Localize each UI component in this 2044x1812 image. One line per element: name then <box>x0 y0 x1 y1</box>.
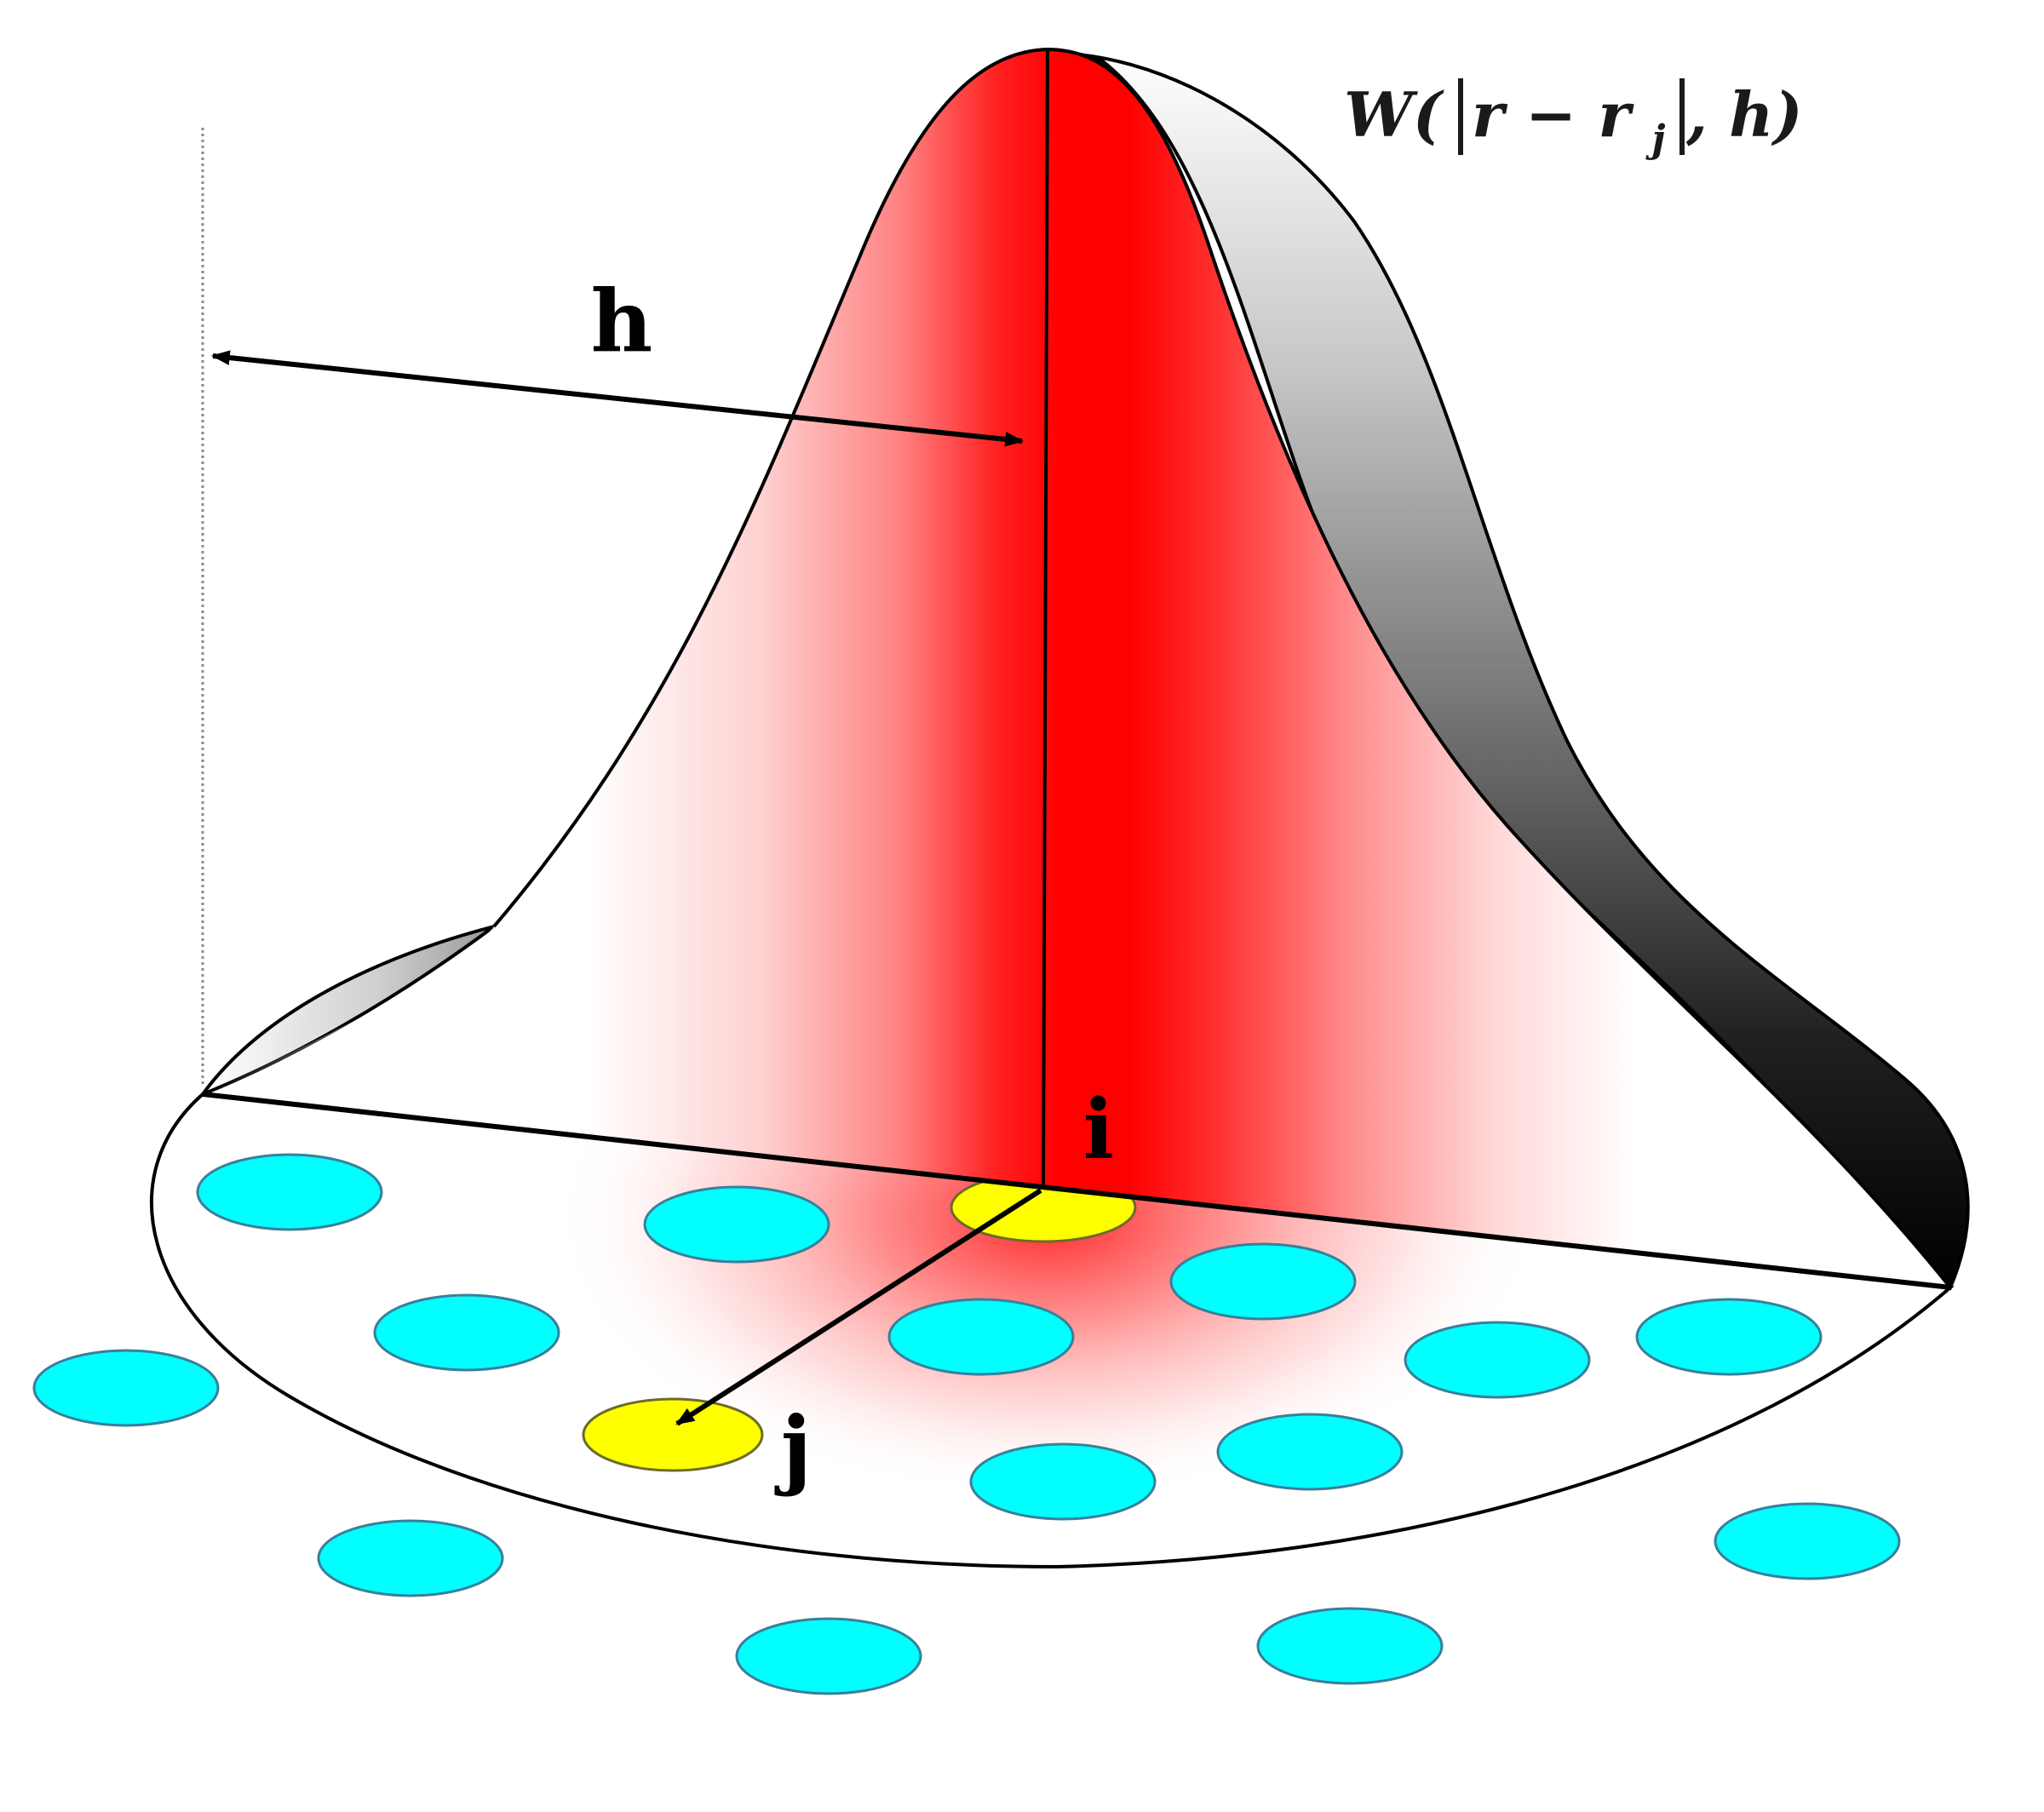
label-i: i <box>1083 1081 1114 1178</box>
neighbor-particle <box>1635 1298 1823 1376</box>
formula-j-subscript: j <box>1645 118 1665 161</box>
neighbor-particle <box>1216 1413 1404 1491</box>
distance-arrow-i-to-j <box>675 1188 1042 1426</box>
formula-rj: r <box>1598 78 1634 151</box>
kernel-formula: W( r − r j , h) <box>1344 78 1803 161</box>
kernel-bell-front <box>203 49 1950 1287</box>
kernel-shadow-band <box>1047 50 1970 1291</box>
kernel-bell-outline <box>492 47 1952 1289</box>
svg-text:, h): , h) <box>1685 78 1803 151</box>
label-h: h <box>591 271 653 371</box>
formula-w: W( <box>1344 78 1444 151</box>
neighbor-particle <box>1169 1242 1357 1321</box>
formula-minus: − <box>1525 78 1598 151</box>
neighbor-particle <box>735 1617 922 1695</box>
neighbor-particle <box>1714 1502 1901 1580</box>
neighbor-particles <box>32 1153 1901 1695</box>
smoothing-length-arrow <box>210 350 1025 447</box>
neighbor-particle <box>643 1185 830 1264</box>
label-j: j <box>774 1397 812 1498</box>
particle-j <box>582 1397 764 1472</box>
neighbor-particle <box>1256 1607 1444 1685</box>
neighbor-particle <box>969 1442 1157 1521</box>
neighbor-particle <box>1404 1321 1591 1399</box>
neighbor-particle <box>196 1153 383 1231</box>
neighbor-particle <box>373 1293 560 1372</box>
neighbor-particle <box>887 1298 1075 1376</box>
kernel-base-line <box>202 1092 1951 1290</box>
svg-text:W(: W( <box>1344 78 1444 151</box>
formula-r: r <box>1472 78 1508 151</box>
neighbor-particle <box>317 1519 504 1597</box>
neighbor-particle <box>32 1349 220 1427</box>
svg-text:r − r j: r − r j <box>1472 78 1665 161</box>
formula-tail: , h) <box>1685 78 1803 151</box>
kernel-center-axis <box>1042 49 1049 1189</box>
